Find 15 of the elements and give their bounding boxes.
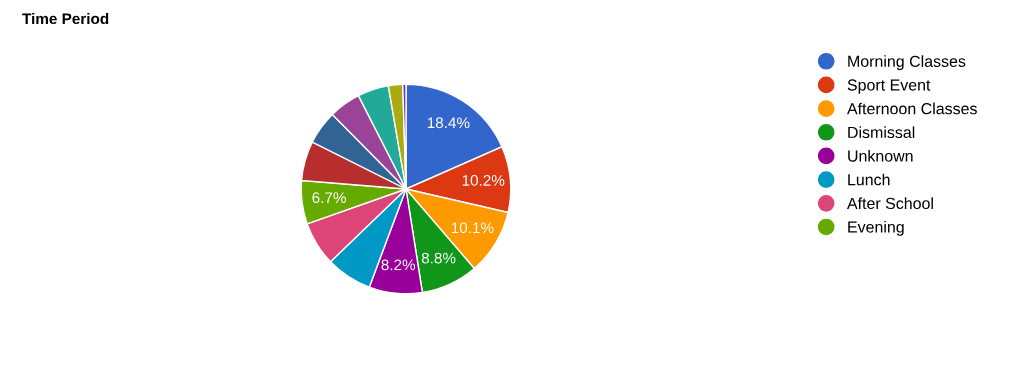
text: Time Period — [22, 12, 109, 25]
legend-label: Unknown — [848, 149, 913, 162]
data-label: 18.4% — [427, 117, 470, 129]
data-label: 8.8% — [421, 252, 456, 264]
legend-label: Dismissal — [848, 126, 915, 139]
legend-label: After School — [847, 197, 933, 210]
legend-label: Sport Event — [847, 79, 931, 94]
data-label: 8.2% — [381, 259, 416, 271]
data-label: 10.2% — [462, 174, 505, 186]
data-label: 10.1% — [451, 222, 494, 234]
data-label: 6.7% — [312, 192, 346, 204]
legend-label: Morning Classes — [848, 55, 966, 71]
legend-label: Evening — [848, 220, 904, 236]
legend-label: Lunch — [848, 173, 890, 186]
legend-label: Afternoon Classes — [847, 102, 977, 115]
